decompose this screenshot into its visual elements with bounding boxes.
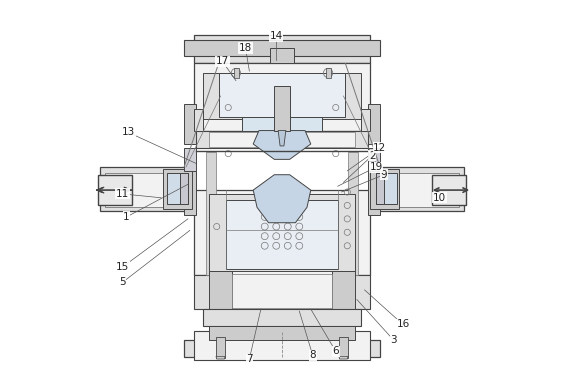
Text: 10: 10 — [433, 193, 446, 203]
Text: 7: 7 — [246, 354, 253, 364]
Bar — [209, 132, 355, 147]
Polygon shape — [216, 356, 225, 359]
Bar — [371, 169, 399, 209]
Bar — [232, 274, 332, 308]
Bar — [274, 86, 290, 131]
Polygon shape — [278, 131, 286, 146]
Bar — [184, 171, 196, 215]
Bar — [105, 173, 178, 207]
Bar — [219, 73, 345, 117]
Bar — [361, 109, 371, 131]
Text: 19: 19 — [369, 162, 383, 172]
Text: 15: 15 — [116, 262, 129, 272]
Bar — [209, 194, 355, 271]
Bar — [193, 109, 203, 131]
Text: 11: 11 — [116, 189, 129, 199]
Bar — [203, 309, 361, 326]
Bar — [332, 271, 355, 315]
Polygon shape — [180, 173, 188, 204]
Text: 9: 9 — [381, 170, 387, 180]
Bar — [184, 104, 196, 144]
Bar — [98, 175, 132, 205]
Bar — [100, 167, 193, 211]
Bar — [432, 175, 466, 205]
Bar — [209, 271, 232, 315]
Bar — [163, 169, 192, 209]
Polygon shape — [184, 148, 196, 171]
Text: 14: 14 — [270, 31, 283, 41]
Text: 3: 3 — [390, 335, 396, 345]
Bar — [167, 173, 188, 204]
Text: 17: 17 — [216, 56, 229, 66]
Bar — [193, 35, 371, 63]
Bar — [339, 337, 348, 358]
Bar — [196, 131, 368, 148]
Text: 1: 1 — [123, 212, 130, 222]
Bar — [203, 73, 361, 119]
Bar — [226, 200, 338, 269]
Bar — [206, 152, 215, 275]
Bar — [371, 167, 464, 211]
Text: 6: 6 — [332, 346, 339, 356]
Bar — [209, 326, 355, 340]
Bar — [326, 68, 331, 78]
Bar — [368, 171, 380, 215]
Polygon shape — [368, 148, 380, 171]
Bar — [216, 337, 225, 358]
Bar — [184, 340, 380, 357]
Bar — [386, 173, 459, 207]
Bar — [368, 104, 380, 144]
Text: 18: 18 — [239, 43, 252, 53]
Bar — [349, 152, 358, 275]
Text: 12: 12 — [373, 143, 386, 153]
Polygon shape — [339, 356, 348, 359]
Text: 5: 5 — [120, 277, 126, 287]
Bar — [193, 275, 371, 309]
Polygon shape — [376, 173, 384, 204]
Bar — [193, 63, 371, 131]
Bar — [270, 48, 294, 63]
Text: 13: 13 — [122, 127, 135, 137]
Polygon shape — [253, 175, 311, 223]
Polygon shape — [253, 131, 311, 159]
Polygon shape — [242, 117, 322, 131]
Bar — [193, 190, 371, 275]
Bar — [376, 173, 397, 204]
Text: 2: 2 — [369, 151, 376, 161]
Text: 16: 16 — [396, 319, 409, 329]
Bar — [234, 68, 239, 78]
Bar — [184, 40, 380, 56]
Bar — [193, 331, 371, 360]
Text: 8: 8 — [310, 350, 316, 360]
